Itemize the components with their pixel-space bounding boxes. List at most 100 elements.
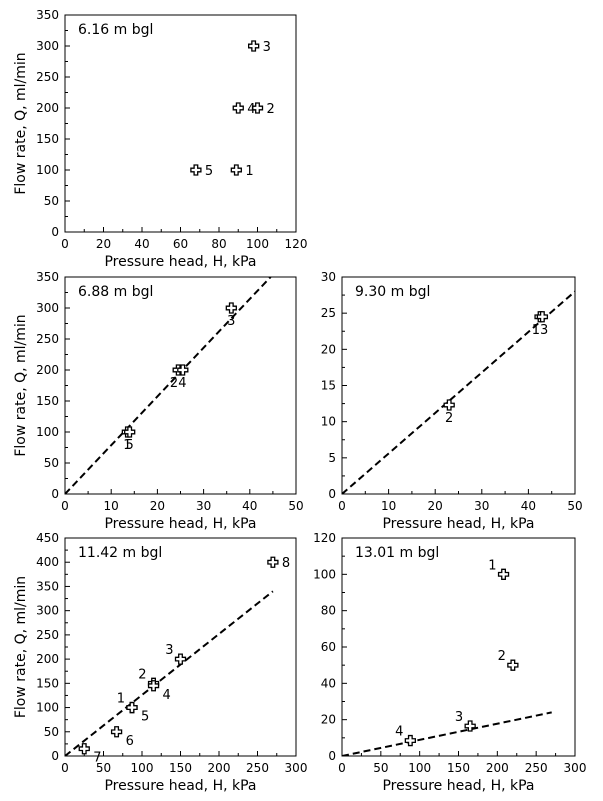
y-tick-label: 0 xyxy=(51,225,59,239)
y-tick-label: 150 xyxy=(36,132,59,146)
fit-line xyxy=(342,711,552,756)
fit-line xyxy=(65,590,274,756)
x-tick-label: 80 xyxy=(211,237,226,251)
x-tick-label: 100 xyxy=(246,237,269,251)
panel-title: 13.01 m bgl xyxy=(355,545,439,561)
panel-4: 0 50 100 150 200 250 300 0 20 40 60 80 100 120 Pressur… xyxy=(313,531,586,794)
y-tick-label: 450 xyxy=(36,531,59,545)
y-tick-label: 40 xyxy=(321,676,336,690)
data-point xyxy=(251,102,264,114)
y-tick-label: 0 xyxy=(328,487,336,501)
y-tick-label: 50 xyxy=(44,194,59,208)
data-point xyxy=(497,568,510,580)
x-tick-label: 40 xyxy=(521,499,536,513)
plot-frame xyxy=(341,276,576,495)
x-tick-label: 20 xyxy=(96,237,111,251)
point-label: 3 xyxy=(540,323,548,338)
point-label-group: 4 xyxy=(395,725,403,740)
panel-2: 0 10 20 30 40 50 0 5 10 15 20 25 30 Pressure head, H,… xyxy=(321,270,583,532)
y-tick-label: 100 xyxy=(313,567,336,581)
point-label-group: 5 xyxy=(205,164,213,179)
x-tick-label: 20 xyxy=(150,499,165,513)
data-point xyxy=(404,734,416,747)
x-tick-label: 10 xyxy=(104,499,119,513)
x-tick-label: 0 xyxy=(338,499,346,513)
point-label: 2 xyxy=(170,376,178,391)
y-tick-label: 100 xyxy=(36,425,59,439)
point-label: 4 xyxy=(247,102,255,117)
fit-line xyxy=(65,277,272,494)
x-tick-label: 200 xyxy=(208,761,231,775)
point-label: 4 xyxy=(395,725,403,740)
point-label-group: 3 xyxy=(165,643,173,658)
x-tick-label: 100 xyxy=(131,761,154,775)
point-label: 8 xyxy=(282,556,290,571)
point-label-group: 2 xyxy=(138,667,146,682)
y-tick-label: 400 xyxy=(36,555,59,569)
x-tick-label: 300 xyxy=(285,761,308,775)
y-tick-label: 200 xyxy=(36,363,59,377)
x-tick-label: 50 xyxy=(373,761,388,775)
y-axis-label: Flow rate, Q, ml/min xyxy=(13,314,29,456)
y-tick-label: 150 xyxy=(36,394,59,408)
point-label: 4 xyxy=(163,688,171,703)
y-axis-label: Flow rate, Q, ml/min xyxy=(13,576,29,718)
point-label-group: 2 xyxy=(267,102,275,117)
data-point xyxy=(507,659,519,671)
panel-title: 11.42 m bgl xyxy=(78,545,162,561)
x-tick-label: 0 xyxy=(61,761,69,775)
point-label: 1 xyxy=(488,558,496,573)
point-label: 4 xyxy=(178,376,186,391)
x-axis-label: Pressure head, H, kPa xyxy=(382,516,534,532)
point-label: 5 xyxy=(205,164,213,179)
point-label: 1 xyxy=(123,438,131,453)
x-tick-label: 0 xyxy=(61,237,69,251)
point-label-group: 3 xyxy=(227,314,235,329)
data-point xyxy=(225,302,237,314)
point-label: 3 xyxy=(455,710,463,725)
y-tick-label: 0 xyxy=(51,487,59,501)
y-tick-label: 10 xyxy=(321,415,336,429)
y-tick-label: 250 xyxy=(36,70,59,84)
data-point xyxy=(267,556,279,568)
y-tick-label: 5 xyxy=(328,451,336,465)
point-label: 2 xyxy=(445,411,453,426)
y-tick-label: 350 xyxy=(36,579,59,593)
point-label: 1 xyxy=(117,692,125,707)
panel-title: 9.30 m bgl xyxy=(355,284,430,300)
y-tick-label: 150 xyxy=(36,676,59,690)
point-label-group: 1 xyxy=(245,164,253,179)
y-tick-label: 0 xyxy=(51,749,59,763)
data-point xyxy=(464,720,476,732)
y-tick-label: 60 xyxy=(321,640,336,654)
point-label: 1 xyxy=(532,323,540,338)
y-tick-label: 20 xyxy=(321,713,336,727)
x-axis-label: Pressure head, H, kPa xyxy=(104,778,256,794)
panel-3: 0 50 100 150 200 250 300 0 50 100 150 200 250 300 350 4… xyxy=(13,531,307,794)
point-label: 2 xyxy=(498,649,506,664)
data-point xyxy=(177,364,189,376)
point-label-group: 3 xyxy=(263,40,271,55)
point-label-group: 6 xyxy=(126,734,134,749)
data-point xyxy=(126,701,138,714)
y-tick-label: 200 xyxy=(36,652,59,666)
y-tick-label: 50 xyxy=(44,456,59,470)
y-tick-label: 300 xyxy=(36,39,59,53)
y-tick-label: 350 xyxy=(36,8,59,22)
x-tick-label: 50 xyxy=(96,761,111,775)
data-point xyxy=(443,399,455,411)
data-point xyxy=(248,40,260,52)
y-tick-label: 100 xyxy=(36,163,59,177)
x-tick-label: 200 xyxy=(486,761,509,775)
y-tick-label: 25 xyxy=(321,306,336,320)
x-tick-label: 40 xyxy=(242,499,257,513)
x-tick-label: 20 xyxy=(428,499,443,513)
point-label-group: 1 xyxy=(488,558,496,573)
data-point xyxy=(190,164,202,176)
point-label-group: 5 xyxy=(126,438,134,453)
point-label: 3 xyxy=(227,314,235,329)
point-label-group: 5 xyxy=(141,710,149,725)
data-point xyxy=(232,102,244,114)
x-tick-label: 50 xyxy=(288,499,303,513)
point-label: 5 xyxy=(126,438,134,453)
